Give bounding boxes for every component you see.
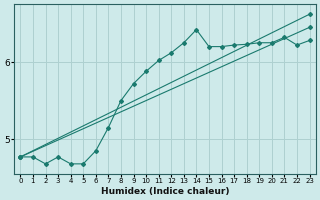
X-axis label: Humidex (Indice chaleur): Humidex (Indice chaleur) [101, 187, 229, 196]
